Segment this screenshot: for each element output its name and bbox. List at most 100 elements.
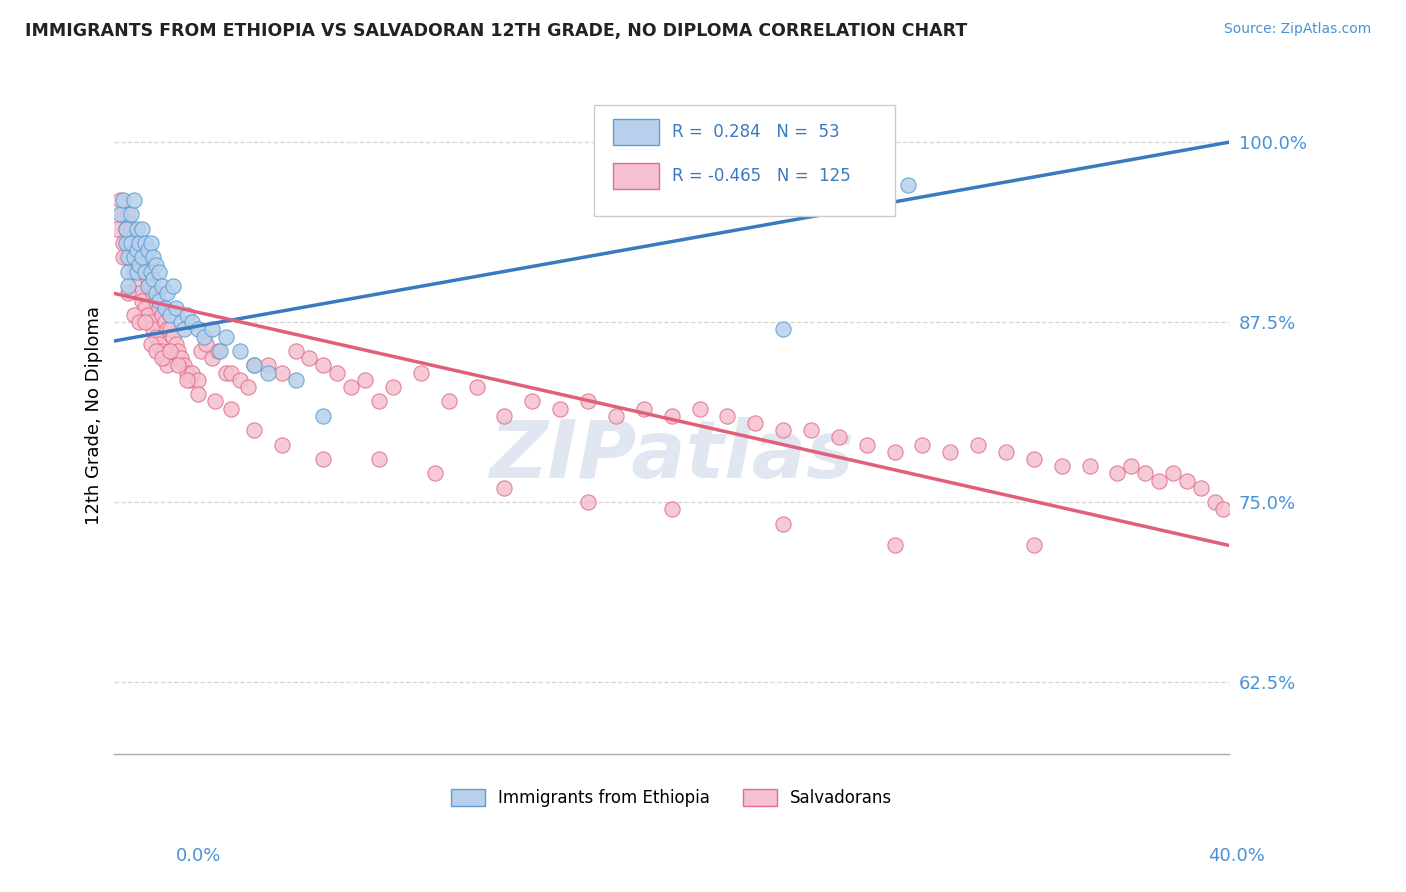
- Point: [139, 235, 162, 250]
- Point: [120, 235, 142, 250]
- Point: [340, 380, 363, 394]
- Point: [153, 315, 176, 329]
- Point: [187, 387, 209, 401]
- Point: [179, 373, 201, 387]
- Point: [204, 394, 226, 409]
- Point: [120, 251, 142, 265]
- Point: [173, 359, 195, 373]
- Point: [242, 359, 264, 373]
- Point: [131, 251, 153, 265]
- Point: [136, 279, 159, 293]
- Point: [215, 366, 238, 380]
- Point: [122, 265, 145, 279]
- Point: [605, 409, 627, 423]
- Point: [911, 437, 934, 451]
- Point: [1204, 495, 1226, 509]
- Point: [368, 394, 391, 409]
- Point: [215, 329, 238, 343]
- Point: [167, 359, 190, 373]
- Point: [153, 351, 176, 366]
- Point: [122, 251, 145, 265]
- Point: [148, 301, 170, 315]
- Point: [136, 308, 159, 322]
- Point: [145, 329, 167, 343]
- Point: [312, 359, 335, 373]
- Point: [159, 344, 181, 359]
- Point: [139, 315, 162, 329]
- Point: [437, 394, 460, 409]
- Point: [136, 272, 159, 286]
- Point: [312, 409, 335, 423]
- Point: [187, 322, 209, 336]
- Point: [1050, 459, 1073, 474]
- Point: [145, 286, 167, 301]
- Point: [165, 301, 187, 315]
- Point: [716, 409, 738, 423]
- Point: [967, 437, 990, 451]
- Point: [150, 308, 173, 322]
- Text: ZIPatlas: ZIPatlas: [489, 417, 855, 495]
- Point: [122, 308, 145, 322]
- Point: [576, 394, 599, 409]
- Point: [284, 373, 307, 387]
- Point: [125, 221, 148, 235]
- Point: [156, 359, 179, 373]
- Point: [221, 366, 243, 380]
- Point: [165, 336, 187, 351]
- Point: [661, 409, 683, 423]
- Point: [131, 221, 153, 235]
- Point: [256, 366, 278, 380]
- Point: [120, 221, 142, 235]
- Point: [111, 193, 134, 207]
- Point: [855, 437, 877, 451]
- Point: [772, 516, 794, 531]
- Point: [117, 251, 139, 265]
- FancyBboxPatch shape: [613, 120, 659, 145]
- Point: [1121, 459, 1143, 474]
- Point: [883, 445, 905, 459]
- Point: [142, 272, 165, 286]
- Point: [128, 235, 150, 250]
- Point: [209, 344, 232, 359]
- Point: [284, 344, 307, 359]
- Point: [150, 344, 173, 359]
- Point: [105, 221, 128, 235]
- Point: [1161, 467, 1184, 481]
- Point: [494, 481, 516, 495]
- Point: [229, 344, 252, 359]
- Point: [162, 329, 184, 343]
- Point: [1022, 538, 1045, 552]
- Point: [108, 193, 131, 207]
- Point: [298, 351, 321, 366]
- Point: [173, 322, 195, 336]
- Point: [828, 430, 851, 444]
- Point: [139, 279, 162, 293]
- Text: Source: ZipAtlas.com: Source: ZipAtlas.com: [1223, 22, 1371, 37]
- Point: [114, 235, 136, 250]
- Point: [159, 322, 181, 336]
- Y-axis label: 12th Grade, No Diploma: 12th Grade, No Diploma: [86, 306, 103, 525]
- Point: [128, 286, 150, 301]
- Point: [131, 258, 153, 272]
- Point: [117, 279, 139, 293]
- Point: [181, 315, 204, 329]
- Point: [142, 322, 165, 336]
- Point: [111, 235, 134, 250]
- Point: [1135, 467, 1157, 481]
- Point: [159, 308, 181, 322]
- Point: [114, 221, 136, 235]
- Point: [148, 293, 170, 308]
- Point: [156, 286, 179, 301]
- Point: [159, 344, 181, 359]
- Point: [744, 416, 766, 430]
- Point: [465, 380, 488, 394]
- Point: [128, 315, 150, 329]
- Point: [150, 351, 173, 366]
- Point: [122, 193, 145, 207]
- Point: [134, 315, 156, 329]
- Point: [114, 221, 136, 235]
- Legend: Immigrants from Ethiopia, Salvadorans: Immigrants from Ethiopia, Salvadorans: [444, 782, 898, 814]
- Point: [111, 251, 134, 265]
- Point: [270, 366, 292, 380]
- FancyBboxPatch shape: [593, 104, 894, 216]
